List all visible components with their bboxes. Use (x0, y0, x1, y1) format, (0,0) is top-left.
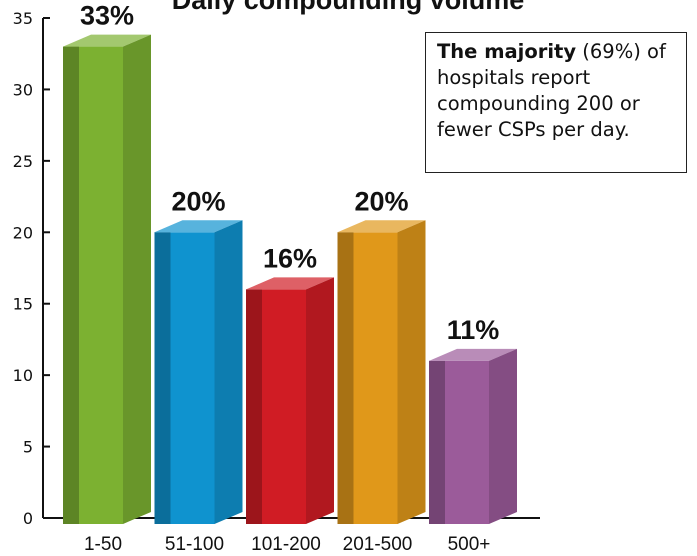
bar-side (489, 348, 517, 524)
category-label: 101-200 (251, 534, 321, 555)
bar (63, 34, 151, 524)
callout-box: The majority (69%) of hospitals report c… (425, 32, 687, 173)
y-tick-label: 25 (13, 152, 33, 171)
bar-side (214, 220, 243, 525)
data-label: 33% (80, 1, 134, 31)
bar-top (154, 220, 243, 233)
bar-top (246, 277, 334, 290)
bars-group (63, 34, 517, 525)
bar (154, 220, 243, 525)
y-tick-label: 35 (13, 9, 33, 28)
bar (246, 277, 334, 524)
labels-group: 33% 1-50 20% 51-100 16% 101-200 20% 201-500 11% 5… (80, 1, 499, 555)
category-label: 201-500 (343, 534, 413, 555)
bar-shade (154, 232, 171, 525)
y-tick-label: 10 (13, 366, 33, 385)
category-label: 500+ (448, 534, 491, 555)
bar-side (123, 34, 151, 524)
y-tick-label: 30 (13, 80, 33, 99)
y-tick-label: 5 (23, 438, 33, 457)
bar-shade (429, 360, 445, 524)
bar-shade (246, 289, 262, 524)
bar-side (397, 220, 426, 525)
chart-title: Daily compounding volume (172, 0, 525, 15)
bar (337, 220, 426, 525)
data-label: 20% (171, 186, 225, 216)
category-label: 51-100 (165, 534, 224, 555)
bar (429, 348, 517, 524)
bar-top (429, 348, 517, 361)
callout-bold-text: The majority (437, 40, 577, 63)
data-label: 11% (447, 315, 500, 345)
bar-shade (337, 232, 354, 525)
callout-text: (69%) of hospitals report compounding 20… (437, 40, 666, 141)
data-label: 20% (354, 186, 408, 216)
data-label: 16% (263, 243, 317, 273)
bar-top (337, 220, 426, 233)
y-tick-label: 0 (23, 509, 33, 528)
bar-side (306, 277, 334, 524)
y-tick-label: 15 (13, 295, 33, 314)
y-tick-label: 20 (13, 223, 33, 242)
bar-shade (63, 46, 79, 524)
category-label: 1-50 (84, 534, 122, 555)
bar-top (63, 34, 151, 47)
